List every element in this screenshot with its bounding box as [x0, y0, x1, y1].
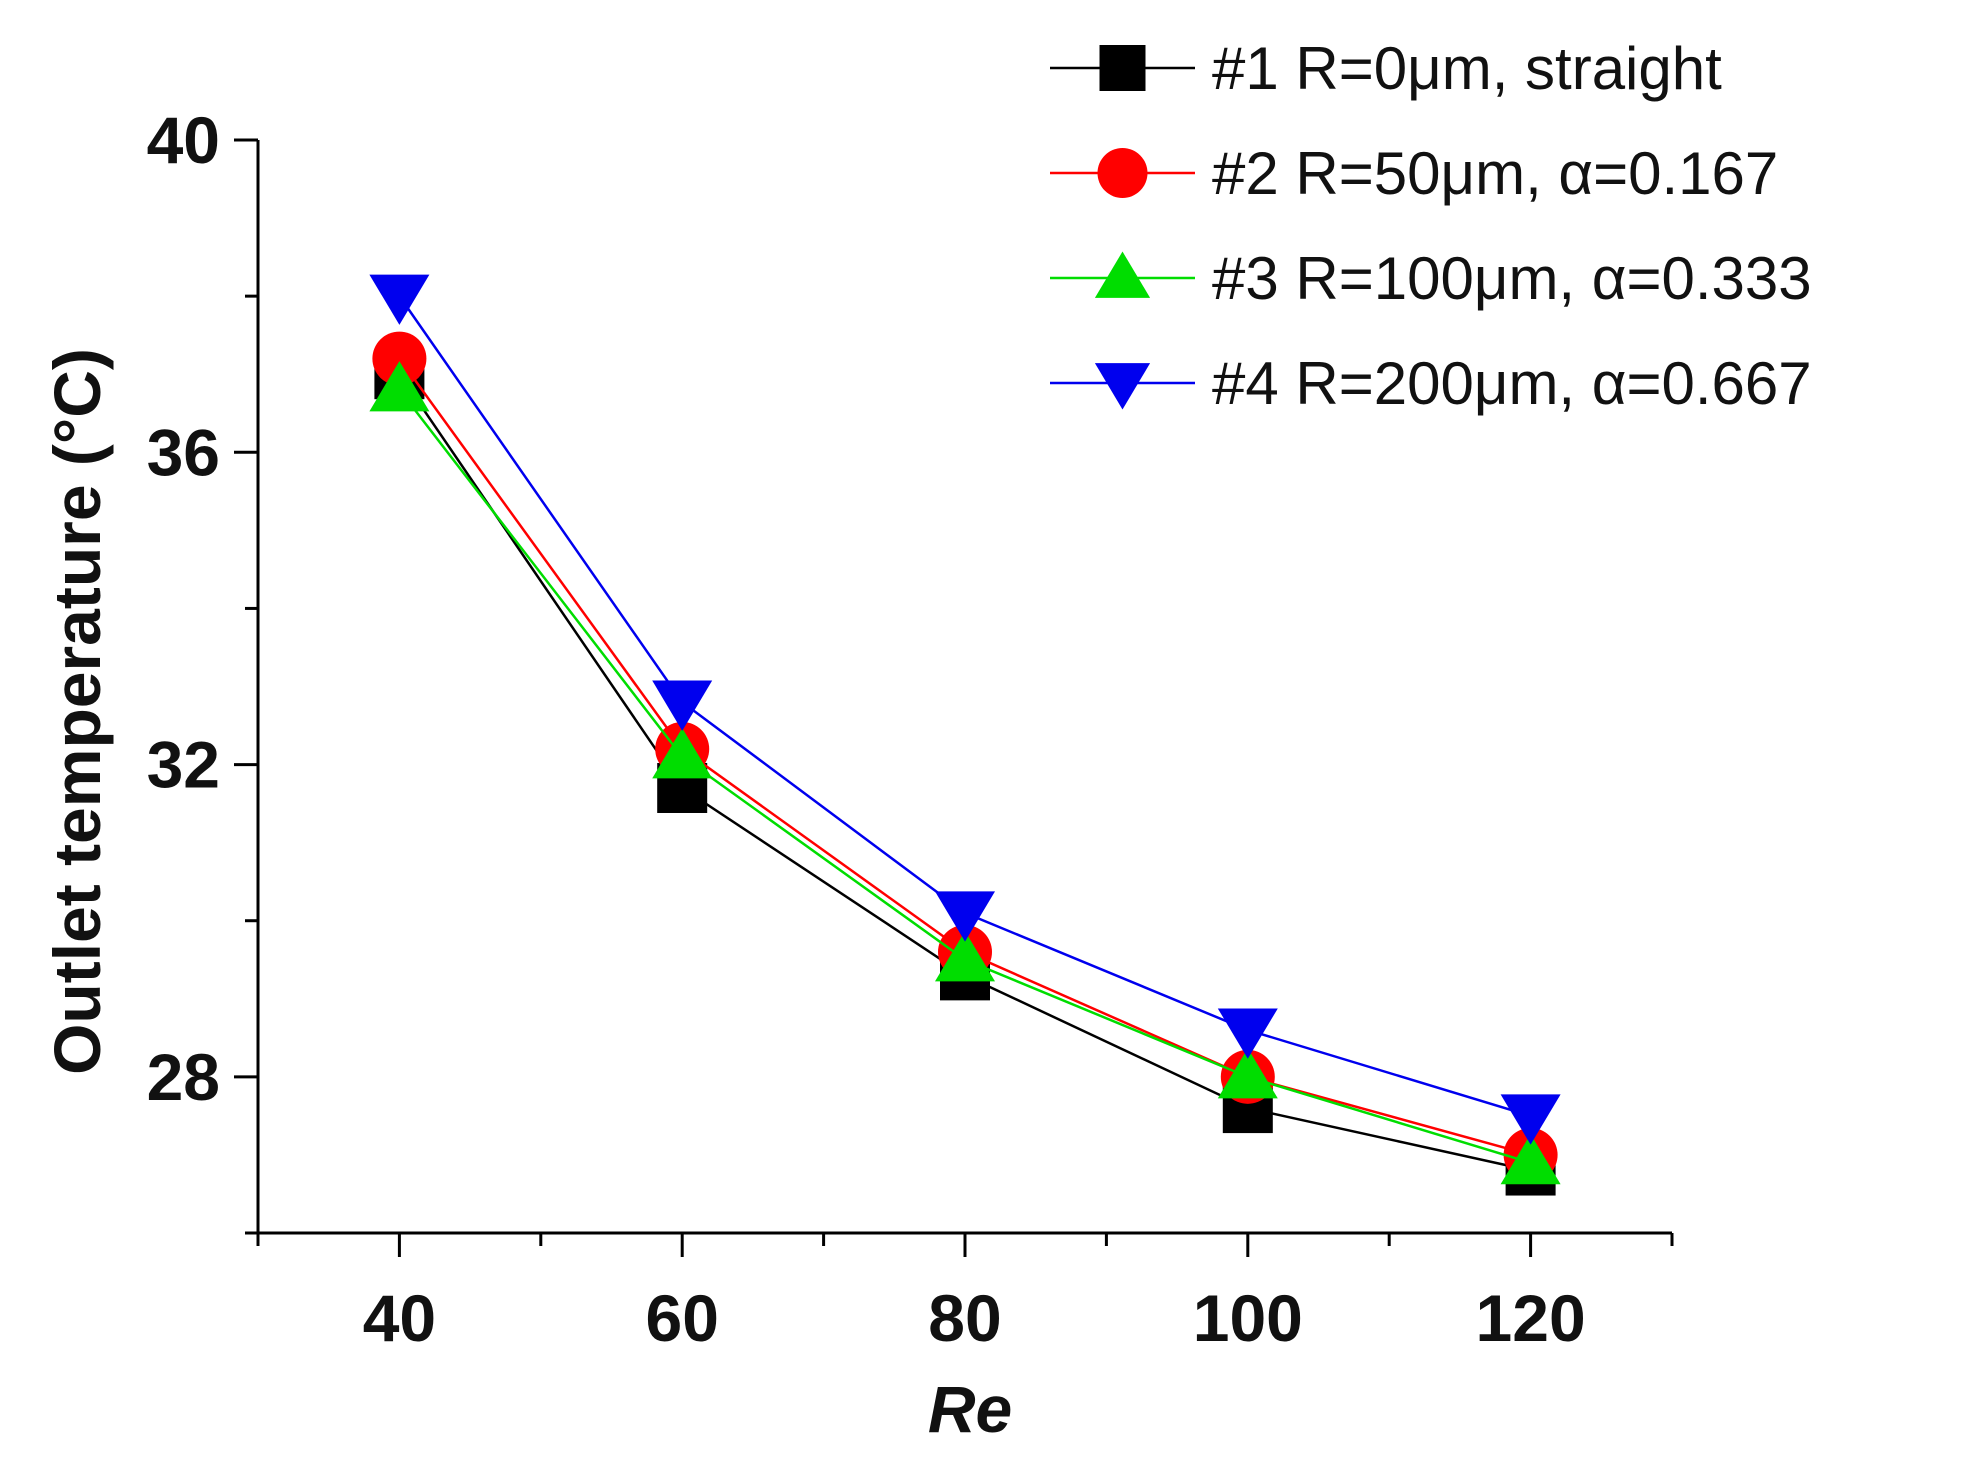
data-point — [372, 331, 427, 386]
data-point — [652, 680, 713, 731]
legend-label: #4 R=200μm, α=0.667 — [1212, 350, 1812, 417]
legend-marker — [1099, 45, 1146, 91]
x-tick-label: 80 — [928, 1281, 1001, 1355]
data-point — [369, 274, 430, 325]
x-tick-label: 60 — [645, 1281, 718, 1355]
y-tick-label: 36 — [147, 415, 220, 489]
series-line — [398, 373, 1531, 1172]
series-line — [398, 389, 1531, 1164]
legend-label: #2 R=50μm, α=0.167 — [1212, 140, 1778, 207]
x-tick-label: 100 — [1193, 1281, 1303, 1355]
data-point — [652, 728, 713, 779]
legend: #1 R=0μm, straight #2 R=50μm, α=0.167 #3 R… — [1050, 35, 1812, 417]
data-point — [935, 891, 995, 942]
y-tick-label: 28 — [147, 1040, 220, 1114]
x-tick-label: 120 — [1476, 1281, 1586, 1355]
y-axis-title: Outlet temperature (°C) — [40, 348, 114, 1075]
data-point — [935, 931, 995, 982]
data-point — [1217, 1008, 1278, 1059]
y-tick-label: 32 — [147, 728, 220, 802]
x-tick-label: 40 — [363, 1281, 436, 1355]
data-point — [1217, 1048, 1278, 1099]
legend-marker — [1094, 251, 1151, 298]
series-layer — [369, 274, 1561, 1196]
x-axis-title: Re — [928, 1372, 1012, 1446]
series-3 — [369, 361, 1561, 1185]
legend-marker — [1094, 363, 1151, 410]
legend-item: #3 R=100μm, α=0.333 — [1050, 245, 1812, 312]
legend-label: #1 R=0μm, straight — [1212, 35, 1722, 102]
ticks: 28 32 36 40 40 60 80 100 120 — [147, 103, 1674, 1355]
legend-item: #4 R=200μm, α=0.667 — [1050, 350, 1812, 417]
data-point — [1500, 1094, 1561, 1145]
series-line — [398, 357, 1531, 1157]
data-point — [369, 361, 430, 412]
legend-item: #1 R=0μm, straight — [1050, 35, 1722, 102]
legend-marker — [1097, 148, 1148, 198]
series-2 — [372, 331, 1558, 1182]
series-4 — [369, 274, 1561, 1145]
legend-label: #3 R=100μm, α=0.333 — [1212, 245, 1812, 312]
legend-item: #2 R=50μm, α=0.167 — [1050, 140, 1778, 207]
y-tick-label: 40 — [147, 103, 220, 177]
data-point — [1500, 1133, 1561, 1185]
